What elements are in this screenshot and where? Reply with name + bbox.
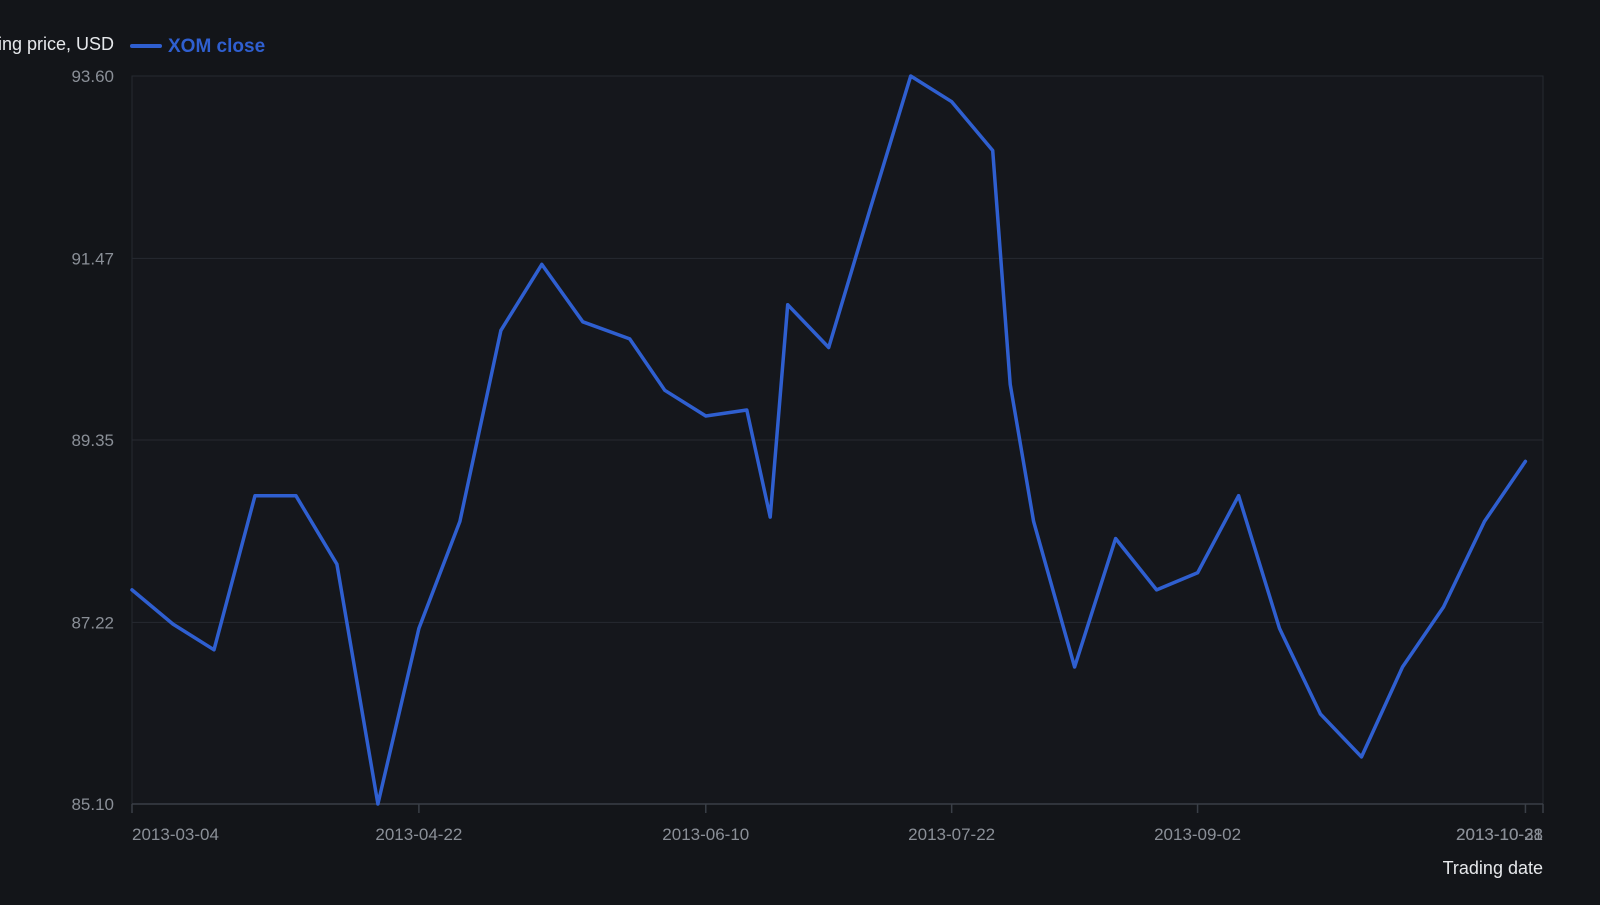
- data-point: [768, 515, 772, 519]
- data-point: [1155, 588, 1159, 592]
- data-point: [663, 388, 667, 392]
- y-tick-label: 93.60: [71, 67, 114, 86]
- x-tick-label: 2013-03-04: [132, 825, 219, 844]
- data-point: [376, 802, 380, 806]
- data-point: [628, 337, 632, 341]
- y-axis-label: Closing price, USD: [0, 34, 114, 54]
- data-point: [827, 346, 831, 350]
- data-point: [786, 303, 790, 307]
- series-layer: [130, 74, 1528, 806]
- data-point: [1073, 665, 1077, 669]
- data-point: [704, 414, 708, 418]
- data-point: [1278, 626, 1282, 630]
- data-point: [1360, 755, 1364, 759]
- data-point: [1008, 382, 1012, 386]
- x-axis-label: Trading date: [1443, 858, 1543, 878]
- data-point: [458, 519, 462, 523]
- data-point: [950, 100, 954, 104]
- data-point: [745, 408, 749, 412]
- data-point: [1482, 519, 1486, 523]
- data-point: [212, 648, 216, 652]
- x-tick-label: 2013-10-31: [1456, 825, 1543, 844]
- y-tick-labels: 85.10 87.22 89.35 91.47 93.60: [71, 67, 114, 814]
- data-point: [417, 626, 421, 630]
- data-point: [253, 494, 257, 498]
- data-point: [1319, 712, 1323, 716]
- data-point: [499, 328, 503, 332]
- x-tick-label: 2013-10-28: [1456, 825, 1543, 844]
- data-point: [1237, 494, 1241, 498]
- data-point: [1400, 665, 1404, 669]
- y-tick-label: 91.47: [71, 249, 114, 268]
- data-point: [1441, 605, 1445, 609]
- x-tick-label: 2013-06-10: [662, 825, 749, 844]
- data-point: [540, 262, 544, 266]
- data-point: [1196, 571, 1200, 575]
- data-point: [130, 588, 134, 592]
- x-tick-label: 2013-04-22: [375, 825, 462, 844]
- axes: [131, 803, 1544, 813]
- y-tick-label: 85.10: [71, 795, 114, 814]
- data-point: [1523, 459, 1527, 463]
- grid-lines: [131, 75, 1544, 805]
- data-point: [335, 562, 339, 566]
- data-point: [909, 74, 913, 78]
- data-point: [1032, 519, 1036, 523]
- x-tick-label: 2013-09-02: [1154, 825, 1241, 844]
- legend[interactable]: XOM close: [130, 36, 265, 57]
- data-point: [171, 622, 175, 626]
- legend-label: XOM close: [168, 36, 265, 57]
- data-point: [868, 208, 872, 212]
- x-tick-labels: 2013-03-04 2013-04-22 2013-06-10 2013-07-22…: [132, 825, 1543, 844]
- y-tick-label: 87.22: [71, 613, 114, 632]
- y-tick-label: 89.35: [71, 431, 114, 450]
- data-point: [294, 494, 298, 498]
- data-point: [991, 149, 995, 153]
- x-tick-label: 2013-07-22: [908, 825, 995, 844]
- data-point: [1114, 536, 1118, 540]
- data-point: [581, 320, 585, 324]
